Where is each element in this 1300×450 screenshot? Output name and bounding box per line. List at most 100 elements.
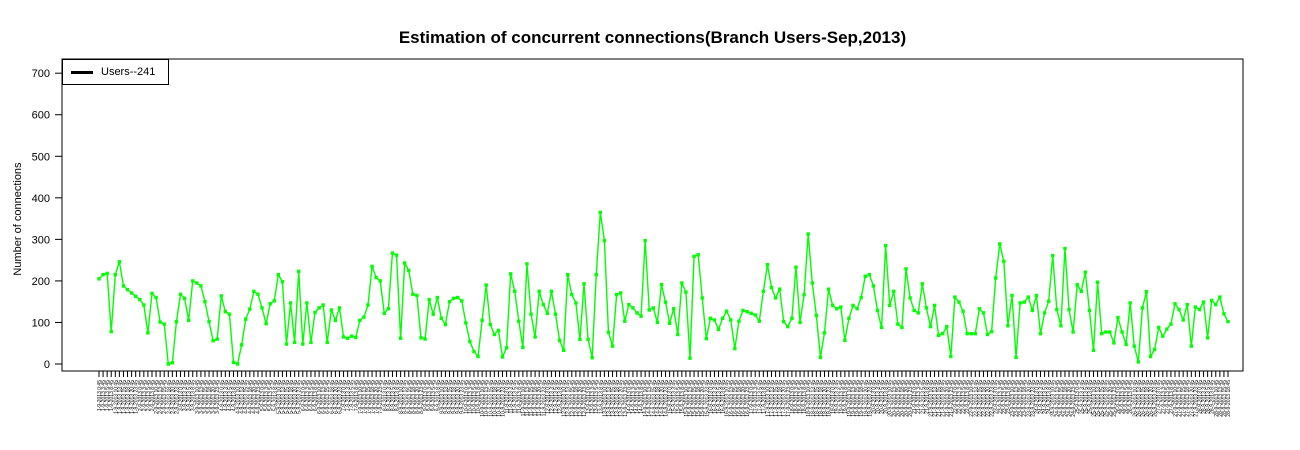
- x-tick-label: 7-9-2013 15:45: [366, 380, 372, 414]
- x-tick-label: 28-9-2013 5:45: [1206, 380, 1212, 414]
- x-tick-label: 23-9-2013 5:45: [1002, 380, 1008, 414]
- x-tick-label: 14-9-2013 23:45: [664, 380, 670, 417]
- x-tick-label: 11-9-2013 18:45: [533, 380, 539, 417]
- x-tick-label: 26-9-2013 5:45: [1124, 380, 1130, 414]
- x-axis-ticks: [98, 371, 1229, 377]
- x-tick-label: 7-9-2013 18:45: [370, 380, 376, 414]
- x-tick-label: 14-9-2013 20:45: [659, 380, 665, 417]
- x-tick-label: 12-9-2013 10:45: [562, 380, 568, 417]
- x-tick-label: 15-9-2013 3:45: [672, 380, 678, 414]
- x-tick-label: 28-9-2013 18:45: [1226, 380, 1232, 417]
- x-tick-label: 6-9-2013 10:45: [317, 380, 323, 414]
- x-tick-label: 5-9-2013 0:45: [260, 380, 266, 411]
- x-tick-label: 2-9-2013 0:45: [138, 380, 144, 411]
- x-tick-label: 22-9-2013 10:45: [969, 380, 975, 417]
- x-tick-label: 3-9-2013 15:45: [203, 380, 209, 414]
- x-tick-label: 4-9-2013 0:45: [219, 380, 225, 411]
- x-tick-label: 24-9-2013 8:45: [1047, 380, 1053, 414]
- x-tick-label: 12-9-2013 3:45: [549, 380, 555, 414]
- y-axis-ticks: 0 100 200 300 400 500 600 700: [32, 68, 62, 371]
- x-tick-label: 10-9-2013 18:45: [492, 380, 498, 417]
- x-tick-label: 21-9-2013 8:45: [924, 380, 930, 414]
- x-tick-label: 24-9-2013 3:45: [1039, 380, 1045, 414]
- x-tick-label: 1-9-2013 3:45: [101, 380, 107, 411]
- x-tick-label: 14-9-2013 0:45: [627, 380, 633, 414]
- x-tick-label: 25-9-2013 10:45: [1091, 380, 1097, 417]
- x-tick-label: 3-9-2013 8:45: [191, 380, 197, 411]
- x-tick-label: 8-9-2013 20:45: [415, 380, 421, 414]
- x-tick-label: 6-9-2013 5:45: [309, 380, 315, 411]
- x-tick-label: 24-9-2013 20:45: [1067, 380, 1073, 417]
- x-tick-label: 16-9-2013 15:45: [733, 380, 739, 417]
- x-tick-label: 20-9-2013 10:45: [888, 380, 894, 417]
- x-tick-label: 11-9-2013 5:45: [513, 380, 519, 414]
- x-tick-label: 14-9-2013 13:45: [647, 380, 653, 417]
- y-tick-label: 200: [32, 276, 50, 288]
- x-tick-label: 17-9-2013 10:45: [765, 380, 771, 417]
- x-tick-label: 2-9-2013 13:45: [158, 380, 164, 414]
- x-tick-label: 13-9-2013 8:45: [598, 380, 604, 414]
- x-tick-label: 27-9-2013 23:45: [1193, 380, 1199, 417]
- x-tick-label: 18-9-2013 5:45: [798, 380, 804, 414]
- x-tick-label: 24-9-2013 23:45: [1071, 380, 1077, 417]
- x-tick-label: 27-9-2013 13:45: [1177, 380, 1183, 417]
- x-tick-label: 15-9-2013 0:45: [668, 380, 674, 414]
- x-tick-label: 13-9-2013 13:45: [606, 380, 612, 417]
- x-tick-label: 24-9-2013 10:45: [1051, 380, 1057, 417]
- x-tick-label: 26-9-2013 15:45: [1140, 380, 1146, 417]
- connections-markers: [97, 210, 1230, 366]
- x-tick-label: 18-9-2013 18:45: [818, 380, 824, 417]
- x-tick-label: 4-9-2013 15:45: [244, 380, 250, 414]
- connections-line: [98, 212, 1229, 365]
- x-tick-label: 17-9-2013 13:45: [770, 380, 776, 417]
- x-tick-label: 23-9-2013 8:45: [1006, 380, 1012, 414]
- x-tick-label: 13-9-2013 0:45: [586, 380, 592, 414]
- x-tick-label: 6-9-2013 8:45: [313, 380, 319, 411]
- x-tick-label: 14-9-2013 15:45: [651, 380, 657, 417]
- x-tick-label: 9-9-2013 18:45: [452, 380, 458, 414]
- x-tick-label: 25-9-2013 13:45: [1096, 380, 1102, 417]
- x-tick-label: 19-9-2013 0:45: [831, 380, 837, 414]
- x-tick-label: 13-9-2013 20:45: [619, 380, 625, 417]
- x-tick-label: 16-9-2013 8:45: [721, 380, 727, 414]
- x-tick-label: 27-9-2013 20:45: [1189, 380, 1195, 417]
- x-tick-label: 6-9-2013 13:45: [321, 380, 327, 414]
- x-tick-label: 7-9-2013 3:45: [346, 380, 352, 411]
- x-tick-label: 4-9-2013 20:45: [252, 380, 258, 414]
- x-tick-label: 5-9-2013 8:45: [272, 380, 278, 411]
- x-tick-label: 11-9-2013 8:45: [517, 380, 523, 414]
- x-tick-label: 15-9-2013 10:45: [684, 380, 690, 417]
- x-tick-label: 19-9-2013 23:45: [867, 380, 873, 417]
- x-tick-label: 2-9-2013 18:45: [166, 380, 172, 414]
- x-tick-label: 17-9-2013 20:45: [782, 380, 788, 417]
- x-tick-label: 22-9-2013 5:45: [961, 380, 967, 414]
- x-tick-label: 3-9-2013 3:45: [183, 380, 189, 411]
- x-tick-label: 20-9-2013 13:45: [892, 380, 898, 417]
- x-tick-label: 18-9-2013 8:45: [802, 380, 808, 414]
- legend: Users--241: [62, 59, 169, 85]
- x-tick-label: 12-9-2013 0:45: [545, 380, 551, 414]
- x-tick-label: 1-9-2013 20:45: [130, 380, 136, 414]
- x-tick-label: 17-9-2013 3:45: [753, 380, 759, 414]
- x-tick-label: 3-9-2013 5:45: [187, 380, 193, 411]
- x-tick-label: 1-9-2013 13:45: [117, 380, 123, 414]
- x-tick-label: 18-9-2013 20:45: [822, 380, 828, 417]
- x-tick-label: 2-9-2013 15:45: [162, 380, 168, 414]
- x-tick-label: 2-9-2013 3:45: [142, 380, 148, 411]
- x-tick-label: 10-9-2013 3:45: [468, 380, 474, 414]
- x-tick-label: 21-9-2013 5:45: [920, 380, 926, 414]
- x-tick-label: 3-9-2013 13:45: [199, 380, 205, 414]
- x-tick-label: 3-9-2013 10:45: [195, 380, 201, 414]
- x-tick-label: 17-9-2013 0:45: [749, 380, 755, 414]
- x-tick-label: 3-9-2013 18:45: [207, 380, 213, 414]
- x-tick-label: 12-9-2013 18:45: [574, 380, 580, 417]
- x-tick-label: 20-9-2013 15:45: [896, 380, 902, 417]
- x-tick-label: 5-9-2013 23:45: [297, 380, 303, 414]
- x-tick-label: 9-9-2013 23:45: [460, 380, 466, 414]
- x-tick-label: 19-9-2013 5:45: [839, 380, 845, 414]
- x-tick-label: 11-9-2013 13:45: [525, 380, 531, 417]
- x-tick-label: 13-9-2013 18:45: [615, 380, 621, 417]
- x-tick-label: 21-9-2013 3:45: [916, 380, 922, 414]
- legend-line-swatch: [71, 70, 93, 74]
- x-tick-label: 9-9-2013 5:45: [431, 380, 437, 411]
